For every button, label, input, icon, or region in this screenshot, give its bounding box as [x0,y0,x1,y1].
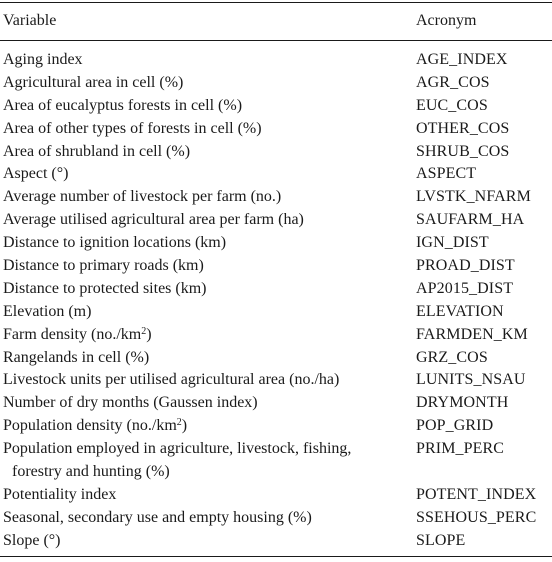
cell-variable: Seasonal, secondary use and empty housin… [3,508,312,526]
cell-acronym: EUC_COS [416,96,488,114]
cell-acronym: PROAD_DIST [416,257,515,275]
cell-acronym: SAUFARM_HA [416,211,525,229]
cell-variable-line2: forestry and hunting (%) [12,463,170,481]
cell-acronym: ASPECT [416,165,477,183]
superscript: 2 [176,417,182,429]
cell-variable: Distance to protected sites (km) [3,279,207,297]
cell-acronym: DRYMONTH [416,394,509,412]
table-row: Area of eucalyptus forests in cell (%) E… [0,95,552,118]
cell-variable: Area of eucalyptus forests in cell (%) [3,96,243,114]
table-row: Livestock units per utilised agricultura… [0,369,552,392]
table-row: Agricultural area in cell (%) AGR_COS [0,72,552,95]
cell-acronym: PRIM_PERC [416,440,505,458]
cell-acronym: IGN_DIST [416,234,489,252]
table-row: Average number of livestock per farm (no… [0,186,552,209]
table-row: Slope (°) SLOPE [0,530,552,553]
cell-acronym: AGE_INDEX [416,51,508,68]
cell-variable-tail: ) [146,325,152,343]
cell-variable: Average utilised agricultural area per f… [3,211,304,229]
cell-variable: Elevation (m) [3,302,92,320]
cell-acronym: OTHER_COS [416,119,510,137]
cell-acronym: AGR_COS [416,73,490,91]
table-row: Potentiality index POTENT_INDEX [0,484,552,507]
cell-acronym: POTENT_INDEX [416,485,537,503]
cell-acronym: LVSTK_NFARM [416,188,531,206]
cell-variable: Livestock units per utilised agricultura… [3,371,340,389]
cell-acronym: POP_GRID [416,417,494,435]
table-header: Variable Acronym [0,12,552,32]
table-row: Aspect (°) ASPECT [0,163,552,186]
cell-variable: Farm density (no./km2) [3,324,408,347]
table-row: Farm density (no./km2) FARMDEN_KM [0,324,552,347]
cell-variable-text: Population density (no./km [3,417,177,435]
cell-variable: Agricultural area in cell (%) [3,73,184,91]
table-row: Area of shrubland in cell (%) SHRUB_COS [0,141,552,164]
table-row: Area of other types of forests in cell (… [0,118,552,141]
cell-acronym: GRZ_COS [416,348,488,366]
table-top-rule [0,2,552,3]
cell-variable: Number of dry months (Gaussen index) [3,394,258,412]
table-body: Aging index AGE_INDEX Agricultural area … [0,49,552,553]
cell-variable: Distance to primary roads (km) [3,257,204,275]
cell-acronym: FARMDEN_KM [416,325,528,343]
cell-acronym: AP2015_DIST [416,279,514,297]
header-acronym: Acronym [416,12,477,29]
table-bottom-rule [0,556,552,557]
cell-variable-tail: ) [181,417,188,435]
table-row: Distance to protected sites (km) AP2015_… [0,278,552,301]
cell-variable-line1: Population employed in agriculture, live… [3,440,352,458]
table-row: Aging index AGE_INDEX [0,49,552,72]
cell-variable: Aging index [3,51,83,68]
table-row: Distance to ignition locations (km) IGN_… [0,232,552,255]
cell-variable: Rangelands in cell (%) [3,348,150,366]
cell-variable-text: Farm density (no./km [3,325,142,343]
table-row: Population density (no./km2) POP_GRID [0,415,552,438]
table-row: Distance to primary roads (km) PROAD_DIS… [0,255,552,278]
cell-acronym: SLOPE [416,531,466,549]
header-variable: Variable [3,12,57,29]
cell-variable: Potentiality index [3,485,117,503]
superscript: 2 [141,325,147,337]
cell-variable: Area of other types of forests in cell (… [3,119,262,137]
table-row: Elevation (m) ELEVATION [0,301,552,324]
cell-variable: Population employed in agriculture, live… [3,438,408,484]
cell-variable: Distance to ignition locations (km) [3,234,227,252]
cell-acronym: LUNITS_NSAU [416,371,526,389]
table-row: Number of dry months (Gaussen index) DRY… [0,392,552,415]
cell-variable: Aspect (°) [3,165,69,183]
cell-variable: Area of shrubland in cell (%) [3,142,191,160]
cell-variable: Average number of livestock per farm (no… [3,188,282,206]
table-row: Seasonal, secondary use and empty housin… [0,507,552,530]
cell-acronym: ELEVATION [416,302,504,320]
table-row: Population employed in agriculture, live… [0,438,552,484]
table-header-rule [0,40,552,41]
cell-variable: Slope (°) [3,531,61,549]
table-row: Rangelands in cell (%) GRZ_COS [0,347,552,370]
cell-acronym: SSEHOUS_PERC [416,508,537,526]
table-row: Average utilised agricultural area per f… [0,209,552,232]
cell-acronym: SHRUB_COS [416,142,510,160]
cell-variable: Population density (no./km2) [3,415,408,438]
